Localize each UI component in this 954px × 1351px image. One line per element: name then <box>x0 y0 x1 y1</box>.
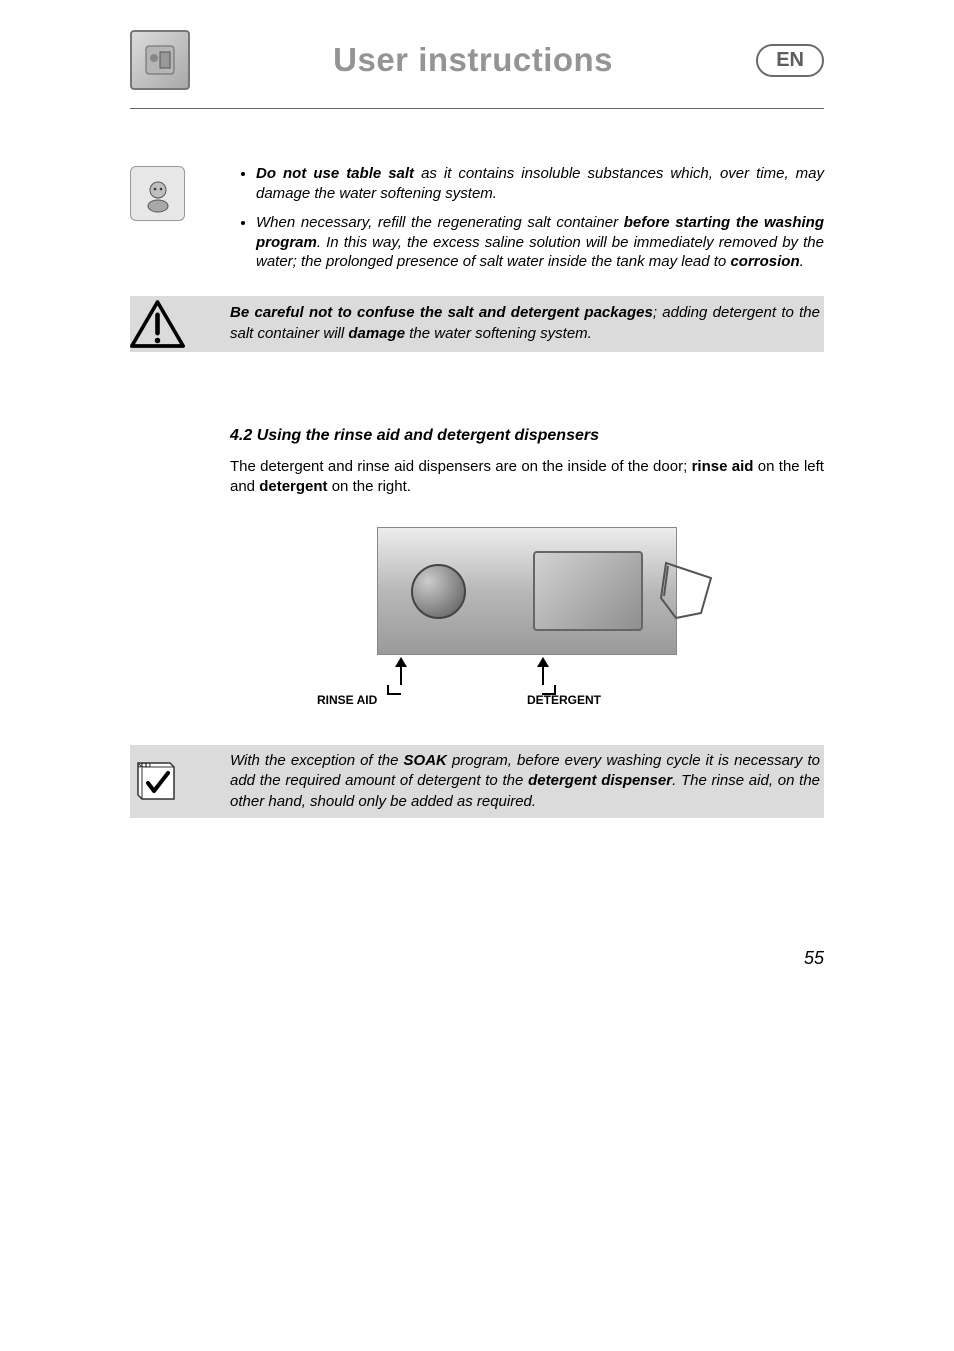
body-lead: The detergent and rinse aid dispensers a… <box>230 458 692 475</box>
cartoon-character-icon <box>130 166 185 221</box>
hand-pointing-icon <box>656 558 716 628</box>
note-strong2: detergent dispenser <box>528 772 672 789</box>
warning-triangle-icon <box>130 300 185 348</box>
dispenser-figure: RINSE AID DETERGENT <box>230 527 824 705</box>
warning-callout: Be careful not to confuse the salt and d… <box>130 296 824 352</box>
salt-tips-section: Do not use table salt as it contains ins… <box>130 164 824 282</box>
bullet2-strong2: corrosion <box>730 253 799 270</box>
header-rule <box>130 108 824 109</box>
page-header: User instructions EN <box>130 30 824 90</box>
arrow-up-icon <box>395 657 407 667</box>
warning-tail: the water softening system. <box>405 325 592 342</box>
detergent-label: DETERGENT <box>527 693 601 707</box>
bullet2-tail: . <box>800 253 804 270</box>
note-lead: With the exception of the <box>230 752 404 769</box>
body-strong2: detergent <box>259 478 327 495</box>
rinse-aid-cap-graphic <box>411 564 466 619</box>
warning-strong2: damage <box>348 325 405 342</box>
page-number: 55 <box>130 948 824 969</box>
manual-icon <box>130 30 190 90</box>
rinse-aid-label: RINSE AID <box>317 693 377 707</box>
body-strong1: rinse aid <box>692 458 754 475</box>
header-title: User instructions <box>190 41 756 79</box>
language-badge: EN <box>756 44 824 77</box>
bullet-item-2: When necessary, refill the regenerating … <box>256 213 824 272</box>
bullet1-strong: Do not use table salt <box>256 165 414 182</box>
note-strong1: SOAK <box>404 752 447 769</box>
arrow-up-icon <box>537 657 549 667</box>
warning-strong1: Be careful not to confuse the salt and d… <box>230 304 653 321</box>
salt-bullet-list: Do not use table salt as it contains ins… <box>232 164 824 272</box>
notebook-checkmark-icon <box>130 757 180 805</box>
detergent-compartment-graphic <box>533 551 643 631</box>
dispenser-illustration <box>377 527 677 655</box>
body-tail: on the right. <box>328 478 411 495</box>
section-4-2-body: The detergent and rinse aid dispensers a… <box>230 457 824 498</box>
bullet-item-1: Do not use table salt as it contains ins… <box>256 164 824 203</box>
section-4-2-heading: 4.2 Using the rinse aid and detergent di… <box>230 427 824 445</box>
note-callout: With the exception of the SOAK program, … <box>130 745 824 818</box>
bullet2-lead: When necessary, refill the regenerating … <box>256 214 624 231</box>
figure-labels: RINSE AID DETERGENT <box>377 655 677 705</box>
